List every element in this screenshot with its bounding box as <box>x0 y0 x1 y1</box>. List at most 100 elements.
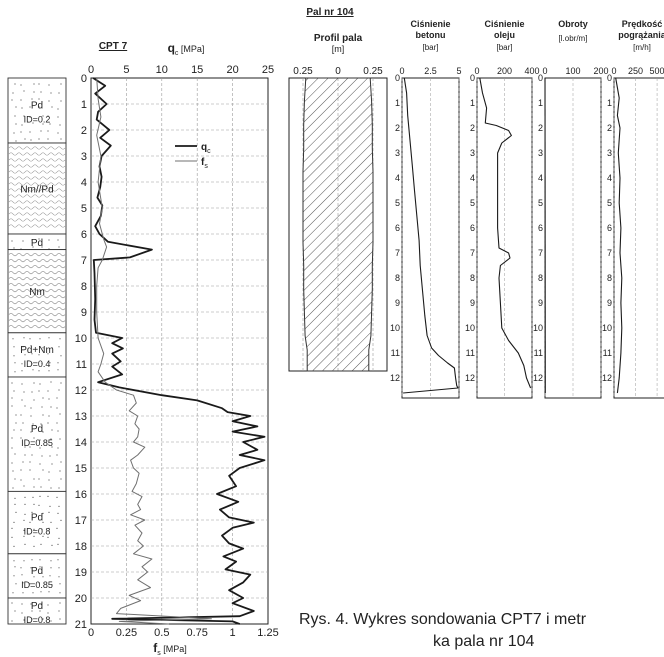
sand-dot <box>12 487 14 489</box>
sand-dot <box>13 560 15 562</box>
sand-dot <box>48 479 50 481</box>
soil-layer: Pd <box>7 233 67 251</box>
sand-dot <box>15 106 17 108</box>
sand-dot <box>13 429 15 431</box>
sand-dot <box>59 470 61 472</box>
depth-tick-label: 19 <box>75 567 87 579</box>
sand-dot <box>24 543 26 546</box>
sand-dot <box>47 495 49 497</box>
sand-dot <box>50 560 52 562</box>
clay-wave <box>8 301 66 305</box>
depth-tick-label: 18 <box>75 541 87 553</box>
soil-layer-label: Nm <box>29 287 45 298</box>
metering-depth-label: 9 <box>607 298 612 308</box>
metering-depth-label: 12 <box>602 373 612 383</box>
metering-depth-label: 1 <box>470 98 475 108</box>
sand-dot <box>38 238 40 240</box>
metering-series-line <box>403 77 459 394</box>
sand-dot <box>21 107 23 109</box>
sand-dot <box>58 389 60 391</box>
sand-dot <box>48 370 50 372</box>
qc-tick-label: 5 <box>123 64 129 76</box>
soil-profile-column: PdID=0.2Nm//PdPdNmPd+NmID=0.4PdID=0.85Pd… <box>7 77 67 625</box>
metering-depth-label: 4 <box>395 173 400 183</box>
sand-dot <box>20 479 22 481</box>
sand-dot <box>51 446 53 448</box>
sand-dot <box>20 131 22 133</box>
metering-series-line <box>615 77 623 394</box>
metering-depth-label: 10 <box>533 323 543 333</box>
clay-wave <box>8 200 66 204</box>
sand-dot <box>40 543 42 546</box>
sand-dot <box>39 610 41 612</box>
metering-depth-label: 12 <box>390 373 400 383</box>
sand-dot <box>47 612 49 614</box>
sand-dot <box>58 505 60 507</box>
caption-line-2: ka pala nr 104 <box>433 633 535 650</box>
sand-dot <box>30 567 32 569</box>
metering-depth-label: 9 <box>538 298 543 308</box>
cpt-legend: qc fs <box>175 142 211 170</box>
sand-dot <box>50 438 52 440</box>
sand-dot <box>47 390 49 392</box>
sand-dot <box>39 439 41 441</box>
legend-entry: fs <box>201 157 208 170</box>
metering-depth-label: 5 <box>538 198 543 208</box>
depth-tick-label: 4 <box>81 177 87 189</box>
sand-dot <box>50 567 52 569</box>
soil-layer: Pd ID=0.8 <box>7 490 67 555</box>
sand-dot <box>38 98 40 100</box>
sand-dot <box>20 84 22 86</box>
sand-dot <box>57 132 59 134</box>
sand-dot <box>48 527 50 530</box>
sand-dot <box>59 438 61 440</box>
qc-axis-label: qc [MPa] <box>168 41 205 57</box>
sand-dot <box>56 422 58 424</box>
soil-layer-density: ID=0.85 <box>21 580 53 590</box>
sand-dot <box>29 116 31 118</box>
sand-dot <box>58 346 60 348</box>
depth-tick-label: 12 <box>75 385 87 397</box>
pile-profile-chart: Profil pala[m] 0.25 0 0.25 <box>288 33 388 372</box>
sand-dot <box>30 415 32 417</box>
metering-depth-label: 8 <box>538 273 543 283</box>
metering-axis-unit: [bar] <box>496 43 512 52</box>
sand-dot <box>58 567 60 569</box>
cpt-plot-frame <box>90 77 269 625</box>
sand-dot <box>13 132 15 134</box>
metering-depth-label: 6 <box>470 223 475 233</box>
sand-dot <box>48 398 50 400</box>
clay-wave <box>8 146 66 150</box>
depth-tick-label: 0 <box>81 73 87 85</box>
sand-dot <box>30 407 32 409</box>
sand-dot <box>21 603 23 605</box>
sand-dot <box>41 455 43 457</box>
soil-layer-density: ID=0.8 <box>24 527 51 537</box>
fs-axis-label: fs [MPa] <box>153 641 187 657</box>
clay-wave <box>8 182 66 186</box>
sand-dot <box>41 528 43 531</box>
sand-dot <box>33 535 35 538</box>
pile-header: Pal nr 104 <box>306 7 354 18</box>
sand-dot <box>56 527 58 530</box>
clay-wave <box>8 295 66 299</box>
sand-dot <box>22 240 24 242</box>
soil-layer: Nm <box>7 249 67 334</box>
soil-layer-density: ID=0.85 <box>21 438 53 448</box>
sand-dot <box>14 566 16 568</box>
sand-dot <box>51 347 53 349</box>
metering-depth-label: 11 <box>391 348 400 358</box>
metering-tick-label: 0 <box>399 66 404 76</box>
sand-dot <box>29 461 31 463</box>
sand-dot <box>11 397 13 399</box>
soil-layer: Pd ID=0.8 <box>7 597 67 625</box>
sand-dot <box>15 583 17 585</box>
sand-dot <box>50 620 52 622</box>
soil-layer-box <box>7 332 67 378</box>
sand-dot <box>56 407 58 409</box>
sand-dot <box>40 603 42 605</box>
